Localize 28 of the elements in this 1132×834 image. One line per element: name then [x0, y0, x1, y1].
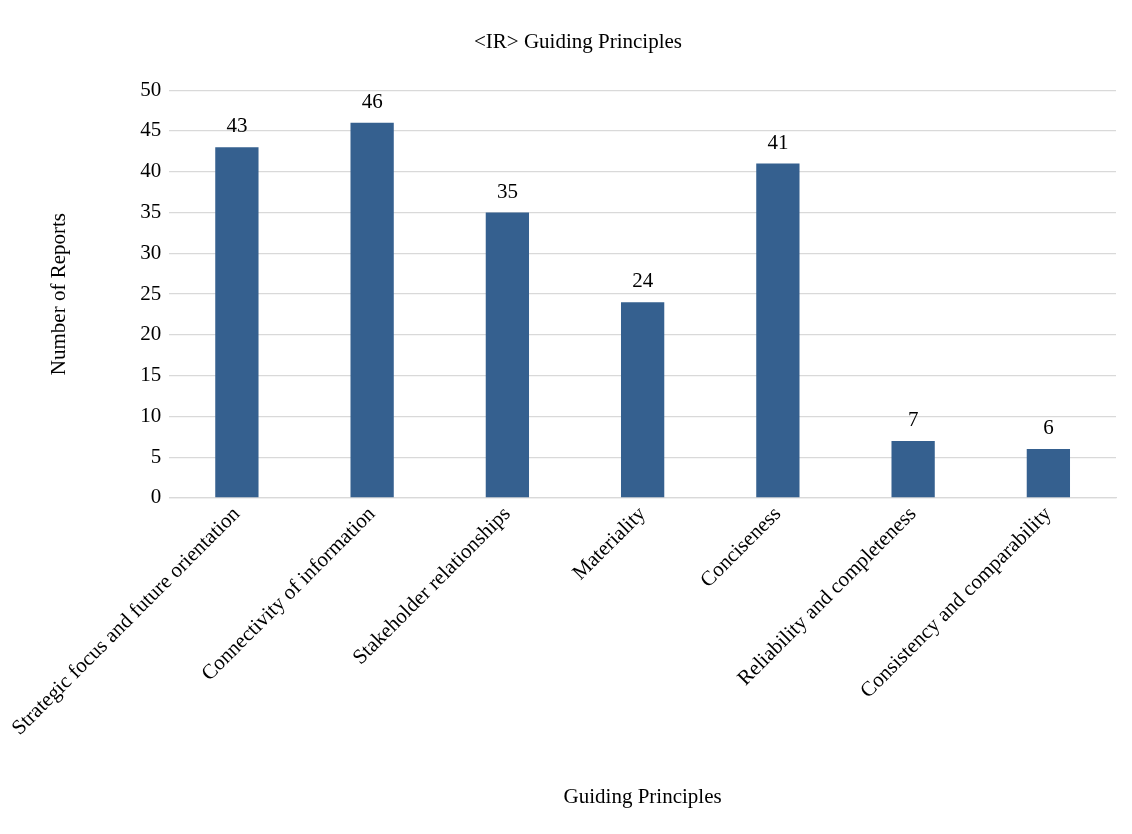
y-axis-title: Number of Reports: [46, 213, 71, 376]
y-tick-label: 45: [140, 117, 162, 142]
y-tick-label: 15: [140, 362, 162, 387]
y-tick-label: 5: [150, 443, 162, 468]
y-tick-label: 10: [140, 402, 162, 427]
y-tick-label: 40: [140, 158, 162, 183]
data-label: 6: [1043, 415, 1054, 440]
data-label: 7: [907, 406, 919, 431]
y-tick-label: 20: [140, 321, 162, 346]
bar: [891, 440, 935, 498]
data-label: 41: [767, 129, 789, 154]
data-label: 46: [361, 88, 383, 113]
bar: [215, 147, 259, 498]
y-tick-label: 0: [150, 484, 162, 509]
bar: [350, 122, 394, 498]
x-axis-title: Guiding Principles: [563, 783, 722, 808]
bar: [620, 302, 665, 498]
y-tick-label: 30: [140, 239, 162, 264]
data-label: 35: [496, 178, 518, 203]
bar: [485, 212, 530, 498]
chart-title: <IR> Guiding Principles: [473, 29, 683, 54]
bar: [1026, 449, 1071, 498]
data-label: 43: [226, 113, 248, 138]
bar: [756, 163, 800, 498]
y-tick-label: 25: [140, 280, 162, 305]
y-tick-label: 50: [140, 76, 162, 101]
y-tick-label: 35: [140, 199, 162, 224]
data-label: 24: [632, 268, 654, 293]
